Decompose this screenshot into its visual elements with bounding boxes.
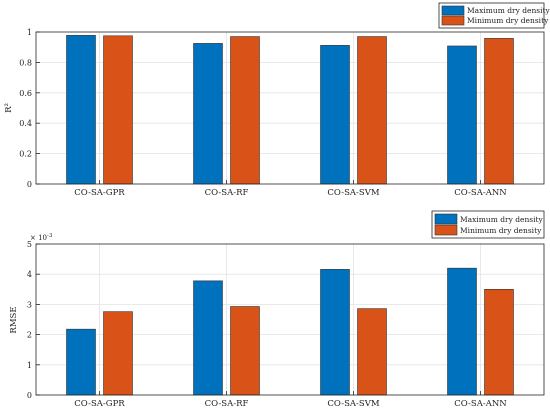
r2-y-axis-label: R² (4, 103, 14, 113)
rmse-x-tick-label: CO-SA-SVM (327, 399, 379, 409)
rmse-x-tick-label: CO-SA-ANN (454, 399, 507, 409)
rmse-y-tick-label: 2 (27, 331, 32, 340)
rmse-exponent-base: × 10 (30, 234, 47, 242)
r2-legend-swatch-min (441, 15, 465, 26)
r2-y-tick-label: 1 (27, 28, 32, 37)
r2-bar-min-dry-density (357, 36, 387, 185)
r2-x-tick-label: CO-SA-ANN (454, 188, 507, 198)
r2-bar-max-dry-density (447, 45, 477, 185)
rmse-x-tick-label: CO-SA-GPR (74, 399, 125, 409)
r2-bar-min-dry-density (230, 36, 260, 185)
rmse-plot-frame (35, 243, 545, 396)
rmse-y-axis-label: RMSE (9, 306, 19, 333)
rmse-bar-min-dry-density (103, 311, 133, 396)
rmse-y-tick-label: 1 (27, 361, 32, 370)
r2-chart: 0 0.2 0.4 0.6 0.8 1 CO-SA-GPR CO-SA-RF CO-SA-SV… (4, 2, 550, 198)
r2-legend-label-min: Minimum dry density (467, 16, 549, 25)
r2-bar-max-dry-density (320, 45, 350, 185)
rmse-legend: Maximum dry density Minimum dry density (431, 210, 545, 239)
rmse-x-tick-label: CO-SA-RF (205, 399, 249, 409)
rmse-bar-max-dry-density (66, 328, 96, 396)
r2-y-ticks: 0 0.2 0.4 0.6 0.8 1 (19, 28, 40, 189)
r2-y-tick-label: 0.8 (19, 58, 32, 67)
rmse-y-tick-label: 0 (27, 391, 32, 400)
rmse-legend-swatch-min (434, 224, 458, 236)
rmse-y-ticks: 0 1 2 3 4 5 (27, 240, 40, 400)
rmse-bar-max-dry-density (320, 269, 350, 396)
r2-bar-min-dry-density (103, 35, 133, 185)
r2-x-tick-label: CO-SA-RF (205, 188, 249, 198)
rmse-legend-swatch-max (434, 213, 458, 225)
r2-x-tick-label: CO-SA-GPR (74, 188, 125, 198)
rmse-legend-label-max: Maximum dry density (460, 215, 544, 224)
r2-bar-min-dry-density (484, 38, 514, 185)
rmse-bar-min-dry-density (230, 306, 260, 396)
rmse-chart: 0 1 2 3 4 5 CO-SA-GPR CO-SA-RF CO-SA-SVM CO-SA-A… (9, 210, 545, 409)
r2-y-tick-label: 0.2 (19, 150, 32, 159)
r2-y-tick-label: 0.6 (19, 89, 32, 98)
r2-bars (66, 35, 514, 185)
r2-y-tick-label: 0 (27, 180, 32, 189)
rmse-exponent-label: × 10-3 (30, 233, 53, 242)
rmse-bar-max-dry-density (193, 280, 223, 396)
r2-bar-max-dry-density (193, 43, 223, 185)
r2-x-ticks: CO-SA-GPR CO-SA-RF CO-SA-SVM CO-SA-ANN (74, 180, 507, 198)
rmse-x-ticks: CO-SA-GPR CO-SA-RF CO-SA-SVM CO-SA-ANN (74, 391, 507, 409)
r2-y-tick-label: 0.4 (19, 119, 32, 128)
r2-legend-label-max: Maximum dry density (467, 6, 550, 15)
rmse-bars (66, 267, 514, 396)
r2-legend: Maximum dry density Minimum dry density (438, 2, 550, 29)
rmse-bar-max-dry-density (447, 267, 477, 396)
rmse-bar-min-dry-density (484, 288, 514, 396)
rmse-y-tick-label: 5 (27, 240, 32, 249)
rmse-exponent-power: -3 (47, 233, 53, 239)
r2-x-tick-label: CO-SA-SVM (327, 188, 379, 198)
rmse-y-tick-label: 4 (27, 270, 32, 279)
r2-legend-swatch-max (441, 5, 465, 16)
r2-bar-max-dry-density (66, 35, 96, 185)
rmse-bar-min-dry-density (357, 308, 387, 396)
rmse-legend-label-min: Minimum dry density (460, 226, 542, 235)
rmse-y-tick-label: 3 (27, 300, 32, 309)
r2-plot-frame (35, 31, 545, 185)
